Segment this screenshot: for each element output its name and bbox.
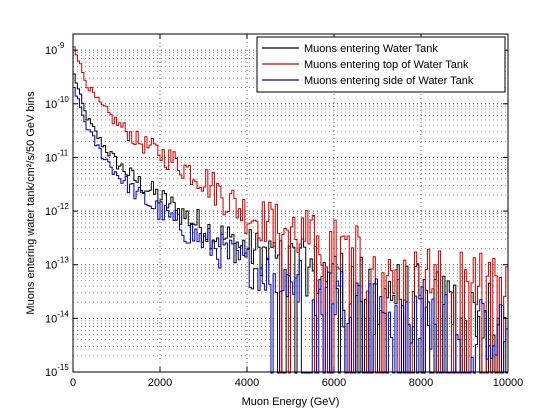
legend: Muons entering Water Tank Muons entering … [256,36,506,93]
y-tick-labels: 10-15 10-14 10-13 10-12 10-11 10-10 10-9 [45,41,69,379]
series-line [73,46,508,374]
x-tick-label: 8000 [409,377,433,389]
y-tick-label: 10-9 [45,41,65,57]
x-tick-label: 10000 [493,377,524,389]
y-tick-label: 10-15 [45,363,69,379]
x-axis-label: Muon Energy (GeV) [242,396,340,408]
series-2 [73,46,508,374]
plot-frame [72,33,509,373]
x-tick-label: 0 [70,377,76,389]
y-tick-label: 10-12 [45,202,69,218]
legend-item: Muons entering Water Tank [262,43,438,55]
x-tick-label: 4000 [235,377,259,389]
grid [73,34,508,372]
legend-label: Muons entering top of Water Tank [304,59,469,71]
y-tick-label: 10-13 [45,256,69,272]
legend-label: Muons entering Water Tank [304,43,438,55]
y-tick-label: 10-14 [45,309,69,325]
x-tick-labels: 0 2000 4000 6000 8000 10000 [70,377,523,389]
series-layer [73,46,508,374]
y-tick-label: 10-11 [45,148,69,164]
legend-label: Muons entering side of Water Tank [304,75,474,87]
series-line [73,87,508,374]
legend-box [256,36,506,93]
legend-item: Muons entering top of Water Tank [262,59,469,71]
y-axis-label: Muons entering water tank/cm²/s/50 GeV b… [25,91,37,315]
x-tick-label: 6000 [322,377,346,389]
legend-item: Muons entering side of Water Tank [262,75,474,87]
y-tick-label: 10-10 [45,95,69,111]
series-3 [73,87,508,374]
x-tick-label: 2000 [148,377,172,389]
